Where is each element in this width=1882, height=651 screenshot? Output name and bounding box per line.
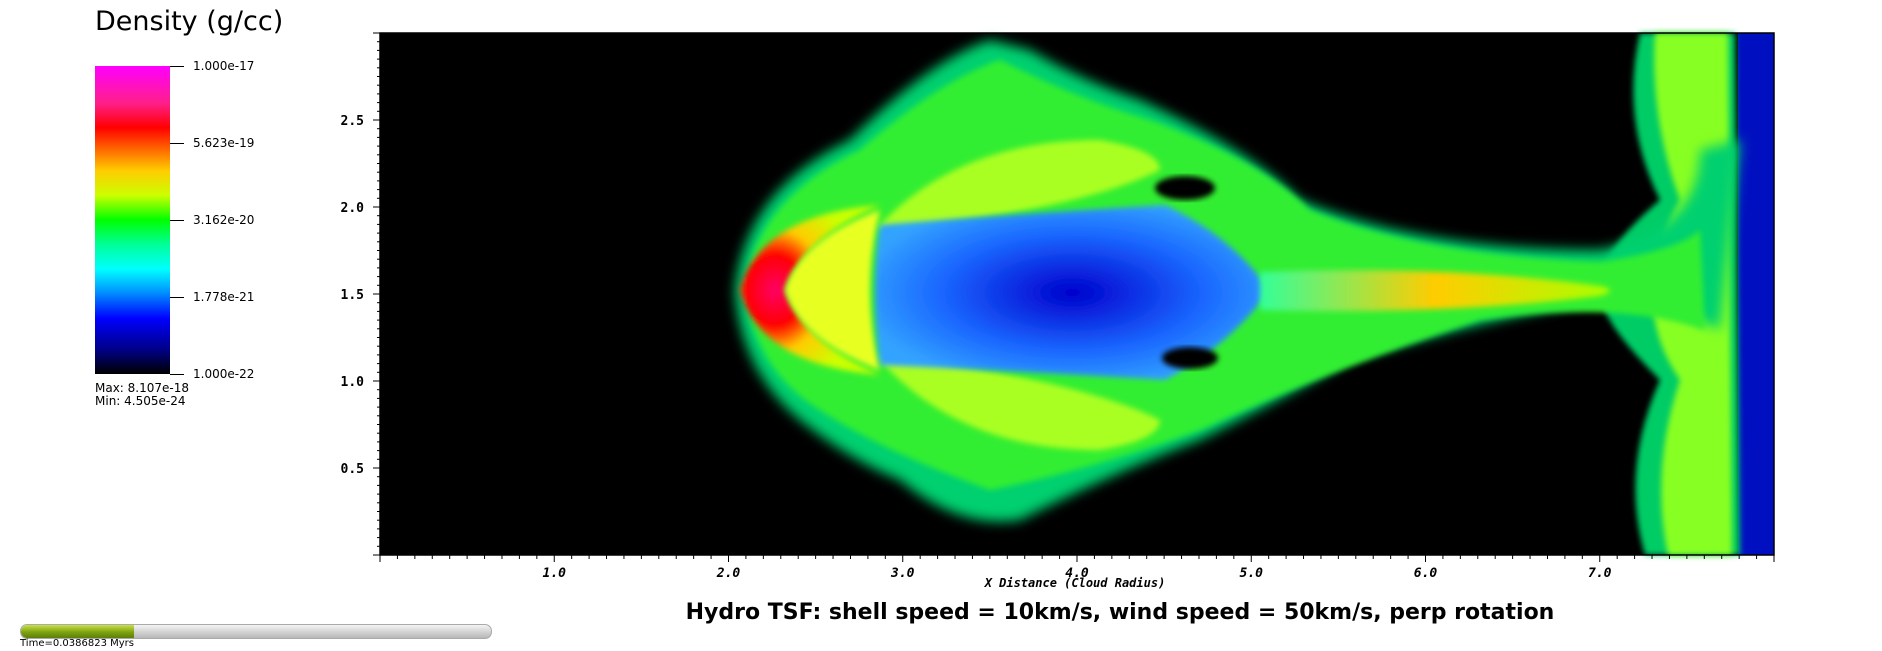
x-tick-label: 3.0 <box>890 566 915 581</box>
max-label: Max: 8.107e-18 <box>95 381 190 395</box>
wind-region <box>1738 33 1774 555</box>
time-label: Time=0.0386823 Myrs <box>20 638 134 649</box>
y-tick-label: 1.0 <box>341 375 365 390</box>
x-tick-label: 6.0 <box>1414 566 1438 581</box>
cloud-core <box>875 205 1270 380</box>
x-axis-label: X Distance (Cloud Radius) <box>984 576 1166 590</box>
upper-lobe <box>880 140 1160 230</box>
x-axis: 1.0 2.0 3.0 4.0 5.0 6.0 7.0 <box>379 555 1775 581</box>
colorbar <box>95 66 170 374</box>
colorbar-tick <box>170 297 184 298</box>
colorbar-tick-label: 5.623e-19 <box>193 136 255 150</box>
density-image <box>380 33 1774 555</box>
colorbar-tick <box>170 220 184 221</box>
bow-shock <box>740 205 880 375</box>
colorbar-tick-label: 1.000e-17 <box>193 59 255 73</box>
y-tick-label: 1.5 <box>341 288 364 303</box>
x-tick-label: 1.0 <box>543 566 567 581</box>
x-tick-label: 2.0 <box>716 566 741 581</box>
lower-lobe <box>880 355 1160 450</box>
colorbar-tick-label: 3.162e-20 <box>193 213 255 227</box>
colorbar-tick-label: 1.778e-21 <box>193 290 255 304</box>
x-tick-label: 7.0 <box>1588 566 1612 581</box>
colorbar-tick-label: 1.000e-22 <box>193 367 255 381</box>
colorbar-tick <box>170 374 184 375</box>
colorbar-tick <box>170 66 184 67</box>
chart-title: Hydro TSF: shell speed = 10km/s, wind sp… <box>685 600 1555 625</box>
tail-jet <box>1260 270 1610 312</box>
bow-inner <box>785 210 880 370</box>
x-tick-label: 4.0 <box>1065 566 1089 581</box>
y-tick-label: 2.0 <box>341 201 365 216</box>
void-upper <box>1155 176 1215 200</box>
min-label: Min: 4.505e-24 <box>95 394 186 408</box>
x-tick-label: 5.0 <box>1240 566 1264 581</box>
time-progress-bar[interactable] <box>20 624 492 639</box>
y-tick-label: 2.5 <box>341 114 364 129</box>
void-lower <box>1162 347 1218 369</box>
y-tick-label: 0.5 <box>341 462 364 477</box>
legend-title: Density (g/cc) <box>95 6 284 37</box>
time-progress-fill <box>21 625 134 638</box>
colorbar-tick <box>170 143 184 144</box>
y-axis: 0.5 1.0 1.5 2.0 2.5 <box>341 32 380 556</box>
